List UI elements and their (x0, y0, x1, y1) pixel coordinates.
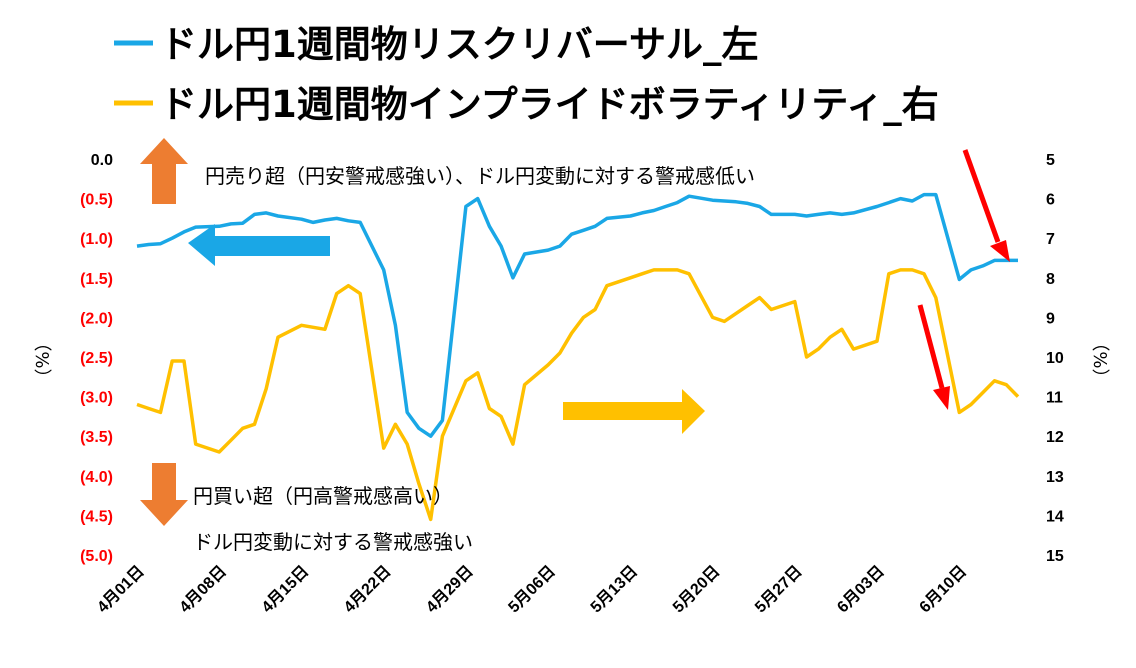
annotation-bottom-2: ドル円変動に対する警戒感強い (193, 530, 473, 554)
yellow-right-arrow (563, 389, 705, 434)
left-tick-label: (3.0) (80, 390, 113, 407)
legend-label-risk-reversal: ドル円1週間物リスクリバーサル_左 (160, 23, 759, 66)
annotation-top: 円売り超（円安警戒感強い）、ドル円変動に対する警戒感低い (205, 164, 755, 188)
blue-left-arrow (188, 224, 330, 266)
red-arrow-upper (962, 149, 1010, 262)
left-axis-unit: （%） (31, 333, 52, 386)
legend-label-implied-volatility: ドル円1週間物インプライドボラティリティ_右 (160, 83, 939, 126)
annotation-bottom-1: 円買い超（円高警戒感高い） (193, 484, 453, 508)
x-tick-label: 4月29日 (422, 562, 476, 616)
right-tick-label: 14 (1046, 508, 1064, 525)
right-tick-label: 15 (1046, 548, 1064, 565)
right-axis-unit: （%） (1089, 333, 1110, 386)
series-line-risk-reversal (136, 192, 1018, 438)
x-tick-label: 4月15日 (258, 562, 312, 616)
left-tick-label: (1.5) (80, 271, 113, 288)
x-tick-label: 5月27日 (751, 562, 805, 616)
x-tick-label: 5月13日 (587, 562, 641, 616)
up-arrow (140, 138, 188, 204)
legend: ドル円1週間物リスクリバーサル_左 ドル円1週間物インプライドボラティリティ_右 (114, 23, 939, 126)
series-line-implied-volatility (136, 268, 1020, 522)
left-tick-label: (0.5) (80, 192, 113, 209)
right-tick-label: 13 (1046, 469, 1064, 486)
left-tick-label: (2.5) (80, 350, 113, 367)
left-axis-ticks: 0.0 (0.5) (1.0) (1.5) (2.0) (2.5) (3.0) (3.5) (4… (80, 152, 113, 565)
right-tick-label: 12 (1046, 429, 1064, 446)
x-tick-label: 6月10日 (916, 562, 970, 616)
right-tick-label: 9 (1046, 310, 1055, 327)
right-tick-label: 11 (1046, 390, 1063, 407)
x-tick-label: 4月01日 (94, 562, 148, 616)
x-tick-label: 6月03日 (834, 562, 888, 616)
right-tick-label: 6 (1046, 192, 1055, 209)
left-tick-label: (1.0) (80, 231, 113, 248)
right-tick-label: 7 (1046, 231, 1055, 248)
down-arrow (140, 463, 188, 526)
red-arrow-lower (917, 304, 950, 410)
right-tick-label: 8 (1046, 271, 1055, 288)
x-tick-label: 4月08日 (176, 562, 230, 616)
right-axis-ticks: 5 6 7 8 9 10 11 12 13 14 15 (1046, 152, 1064, 565)
x-tick-label: 5月06日 (505, 562, 559, 616)
left-tick-label: (4.5) (80, 508, 113, 525)
left-tick-label: 0.0 (91, 152, 113, 169)
left-tick-label: (5.0) (80, 548, 113, 565)
left-tick-label: (4.0) (80, 469, 113, 486)
x-axis-ticks: 4月01日 4月08日 4月15日 4月22日 4月29日 5月06日 5月13日 5月20日… (94, 562, 971, 616)
right-tick-label: 10 (1046, 350, 1064, 367)
left-tick-label: (2.0) (80, 310, 113, 327)
right-tick-label: 5 (1046, 152, 1055, 169)
x-tick-label: 4月22日 (340, 562, 394, 616)
left-tick-label: (3.5) (80, 429, 113, 446)
x-tick-label: 5月20日 (669, 562, 723, 616)
